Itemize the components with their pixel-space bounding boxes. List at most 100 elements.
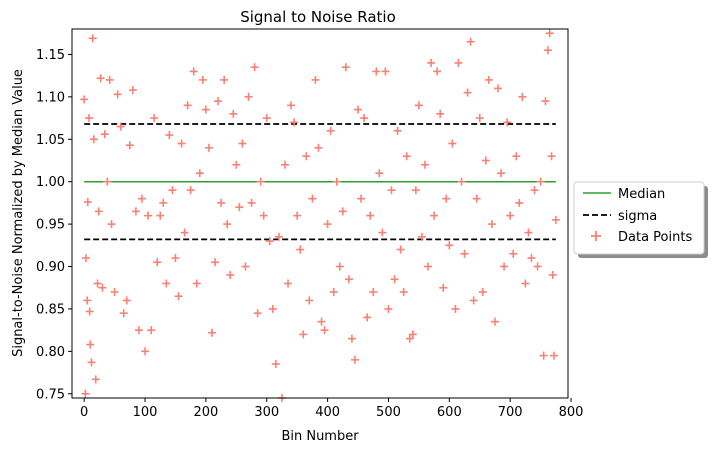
data-point bbox=[430, 211, 439, 220]
data-point bbox=[515, 198, 524, 207]
x-axis-label: Bin Number bbox=[281, 429, 359, 444]
legend-median-label: Median bbox=[618, 187, 665, 202]
data-point bbox=[366, 211, 375, 220]
data-point bbox=[189, 67, 198, 76]
data-point bbox=[347, 334, 356, 343]
data-point bbox=[402, 152, 411, 161]
y-tick-label: 1.05 bbox=[36, 133, 65, 148]
data-point bbox=[238, 139, 247, 148]
data-point bbox=[533, 262, 542, 271]
data-point bbox=[408, 330, 417, 339]
data-point bbox=[472, 194, 481, 203]
data-point bbox=[192, 279, 201, 288]
data-point bbox=[134, 326, 143, 335]
data-point bbox=[308, 194, 317, 203]
data-point bbox=[81, 254, 90, 263]
data-point bbox=[463, 88, 472, 97]
x-tick-label: 200 bbox=[193, 405, 218, 420]
y-tick-label: 1.10 bbox=[36, 90, 65, 105]
data-point bbox=[527, 254, 536, 263]
data-point bbox=[442, 194, 451, 203]
data-point bbox=[223, 220, 232, 229]
data-point bbox=[207, 328, 216, 337]
data-point bbox=[217, 198, 226, 207]
data-point bbox=[180, 228, 189, 237]
chart-title: Signal to Noise Ratio bbox=[240, 8, 396, 26]
data-point bbox=[427, 58, 436, 67]
data-point bbox=[98, 283, 107, 292]
data-point bbox=[235, 203, 244, 212]
data-point bbox=[396, 245, 405, 254]
data-point bbox=[387, 186, 396, 195]
data-point bbox=[363, 313, 372, 322]
data-point bbox=[487, 220, 496, 229]
data-point bbox=[195, 169, 204, 178]
x-tick-label: 700 bbox=[498, 405, 523, 420]
data-point bbox=[256, 177, 265, 186]
data-point bbox=[357, 194, 366, 203]
data-point bbox=[293, 211, 302, 220]
data-point bbox=[497, 169, 506, 178]
y-tick-label: 0.85 bbox=[36, 302, 65, 317]
data-point bbox=[281, 160, 290, 169]
data-point bbox=[323, 220, 332, 229]
data-point bbox=[105, 75, 114, 84]
data-point bbox=[110, 287, 119, 296]
data-point bbox=[265, 237, 274, 246]
data-point bbox=[484, 75, 493, 84]
data-point bbox=[171, 254, 180, 263]
data-point bbox=[131, 207, 140, 216]
data-point bbox=[420, 160, 429, 169]
x-tick-label: 300 bbox=[254, 405, 279, 420]
y-tick-label: 1.00 bbox=[36, 175, 65, 190]
data-point bbox=[551, 215, 560, 224]
data-point bbox=[360, 114, 369, 123]
data-point bbox=[500, 262, 509, 271]
data-point bbox=[457, 177, 466, 186]
y-tick-label: 0.90 bbox=[36, 260, 65, 275]
y-axis-label: Signal-to-Noise Normalized by Median Val… bbox=[11, 69, 26, 357]
data-point bbox=[509, 249, 518, 258]
data-point bbox=[147, 326, 156, 335]
data-point bbox=[305, 296, 314, 305]
data-point bbox=[214, 97, 223, 106]
data-point bbox=[344, 275, 353, 284]
legend: Median sigma Data Points bbox=[573, 181, 708, 258]
data-point bbox=[290, 118, 299, 127]
data-point bbox=[417, 232, 426, 241]
data-point bbox=[332, 177, 341, 186]
data-point bbox=[506, 211, 515, 220]
data-point bbox=[539, 351, 548, 360]
data-point bbox=[137, 194, 146, 203]
data-point bbox=[299, 330, 308, 339]
plot-frame bbox=[71, 28, 569, 399]
data-point bbox=[250, 63, 259, 72]
data-point bbox=[153, 258, 162, 267]
y-tick-label: 1.15 bbox=[36, 48, 65, 63]
data-point bbox=[253, 309, 262, 318]
data-point bbox=[543, 46, 552, 55]
x-tick-label: 500 bbox=[376, 405, 401, 420]
x-tick-label: 600 bbox=[437, 405, 462, 420]
data-point bbox=[478, 287, 487, 296]
data-point bbox=[232, 160, 241, 169]
data-point bbox=[350, 355, 359, 364]
data-point bbox=[177, 139, 186, 148]
data-point bbox=[274, 232, 283, 241]
data-point bbox=[411, 186, 420, 195]
data-point bbox=[150, 114, 159, 123]
data-point bbox=[460, 249, 469, 258]
data-point bbox=[405, 334, 414, 343]
data-point bbox=[165, 131, 174, 140]
legend-sigma-label: sigma bbox=[618, 209, 657, 224]
data-point bbox=[524, 228, 533, 237]
data-point bbox=[96, 74, 105, 83]
data-point bbox=[548, 271, 557, 279]
data-point bbox=[466, 37, 475, 46]
data-point bbox=[144, 211, 153, 220]
data-point bbox=[433, 67, 442, 76]
data-point bbox=[116, 122, 125, 131]
data-point bbox=[335, 262, 344, 271]
data-point bbox=[326, 126, 335, 135]
data-point bbox=[475, 114, 484, 123]
